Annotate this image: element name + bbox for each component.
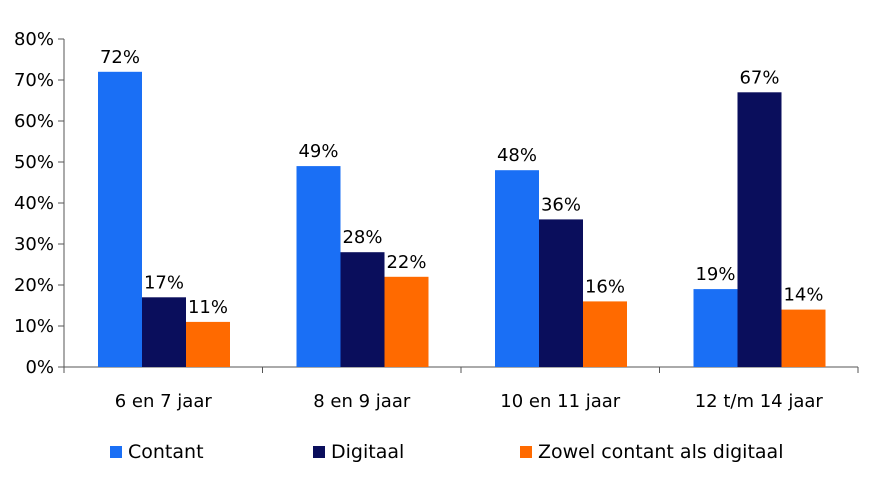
data-label: 11% [188,297,228,318]
data-label: 22% [386,252,426,273]
bar [340,252,385,367]
legend-item: Contant [110,441,204,463]
bar [737,92,782,368]
bar [296,166,341,367]
bar [781,309,826,367]
data-label: 48% [497,145,537,166]
y-tick-label: 40% [14,193,54,214]
legend: Contant Digitaal Zowel contant als digitaa… [110,441,783,463]
bars [98,71,826,368]
bar [98,71,142,368]
data-labels: 72% 17%11% 49% 28%22% 48% 36% 16% 19% 67% 14% [100,47,824,318]
bar [495,170,539,367]
data-label: 49% [298,141,338,162]
legend-swatch [110,446,122,458]
bar [583,301,627,367]
x-category-label: 12 t/m 14 jaar [695,391,824,412]
bar [539,219,583,367]
bar [142,297,186,367]
data-label: 19% [695,264,735,285]
y-tick-label: 30% [14,234,54,255]
y-tick-label: 50% [14,152,54,173]
data-label: 36% [541,194,581,215]
data-label: 14% [783,285,823,306]
legend-swatch [313,446,325,458]
bar [384,276,429,367]
legend-label: Zowel contant als digitaal [538,441,783,463]
y-tick-label: 20% [14,275,54,296]
bar [186,321,230,367]
data-label: 72% [100,47,140,68]
legend-label: Digitaal [331,441,404,463]
x-category-label: 6 en 7 jaar [115,391,213,412]
data-label: 28% [342,227,382,248]
y-tick-label: 60% [14,111,54,132]
y-tick-label: 80% [14,29,54,50]
x-category-label: 10 en 11 jaar [500,391,621,412]
x-category-label: 8 en 9 jaar [313,391,411,412]
bar [693,289,738,367]
data-label: 67% [739,67,779,88]
legend-swatch [520,446,532,458]
legend-item: Zowel contant als digitaal [520,441,783,463]
legend-label: Contant [128,441,204,463]
y-tick-label: 10% [14,316,54,337]
y-tick-label: 0% [25,357,54,378]
x-axis: 6 en 7 jaar 8 en 9 jaar 10 en 11 jaar 12 t/… [63,366,859,412]
y-tick-label: 70% [14,70,54,91]
data-label: 17% [144,272,184,293]
y-axis: 0% 10% 20% 30% 40% 50% 60% 70% 80% [14,29,65,378]
legend-item: Digitaal [313,441,404,463]
data-label: 16% [585,276,625,297]
